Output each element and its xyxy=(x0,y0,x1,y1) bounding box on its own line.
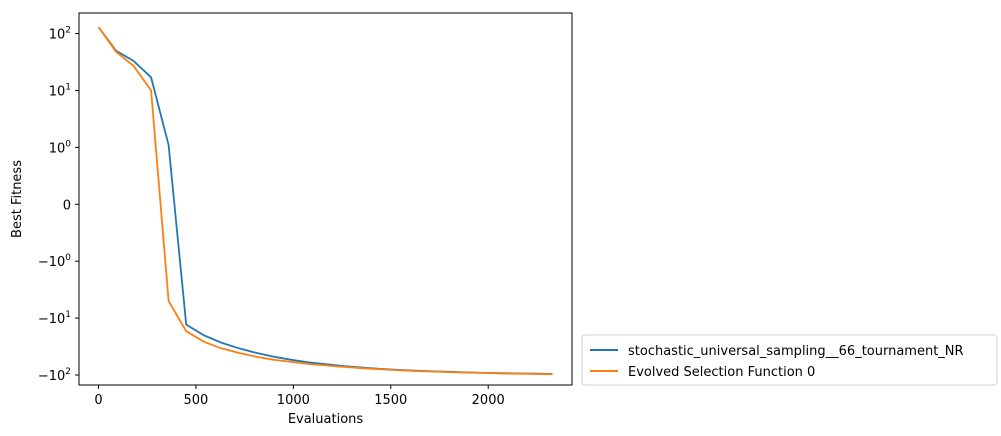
y-tick-label: 100 xyxy=(49,139,72,156)
plot-area-frame xyxy=(78,12,573,386)
legend-label-series-1: stochastic_universal_sampling__66_tourna… xyxy=(628,344,964,359)
x-tick-label: 2000 xyxy=(472,393,505,408)
x-axis-ticks: 0 500 1000 1500 2000 xyxy=(94,385,505,408)
x-tick-label: 1500 xyxy=(374,393,407,408)
legend-label-series-2: Evolved Selection Function 0 xyxy=(628,365,815,380)
x-tick-label: 1000 xyxy=(277,393,310,408)
x-tick-label: 500 xyxy=(184,393,209,408)
y-tick-label: −102 xyxy=(38,367,71,384)
x-tick-label: 0 xyxy=(94,393,102,408)
y-axis-ticks: 102 101 100 0 −100 −101 −102 xyxy=(38,26,79,384)
plot-lines xyxy=(97,26,553,376)
y-tick-label: 101 xyxy=(49,82,71,99)
y-tick-label: 0 xyxy=(63,198,71,213)
y-axis-label: Best Fitness xyxy=(10,160,25,238)
y-tick-label: 102 xyxy=(49,26,71,43)
legend-box xyxy=(581,334,998,386)
series-line-2 xyxy=(97,26,553,376)
series-line-1 xyxy=(97,26,553,375)
legend: stochastic_universal_sampling__66_tourna… xyxy=(581,334,998,386)
y-tick-label: −100 xyxy=(38,253,71,270)
y-tick-label: −101 xyxy=(38,310,71,327)
x-axis-label: Evaluations xyxy=(288,412,364,427)
